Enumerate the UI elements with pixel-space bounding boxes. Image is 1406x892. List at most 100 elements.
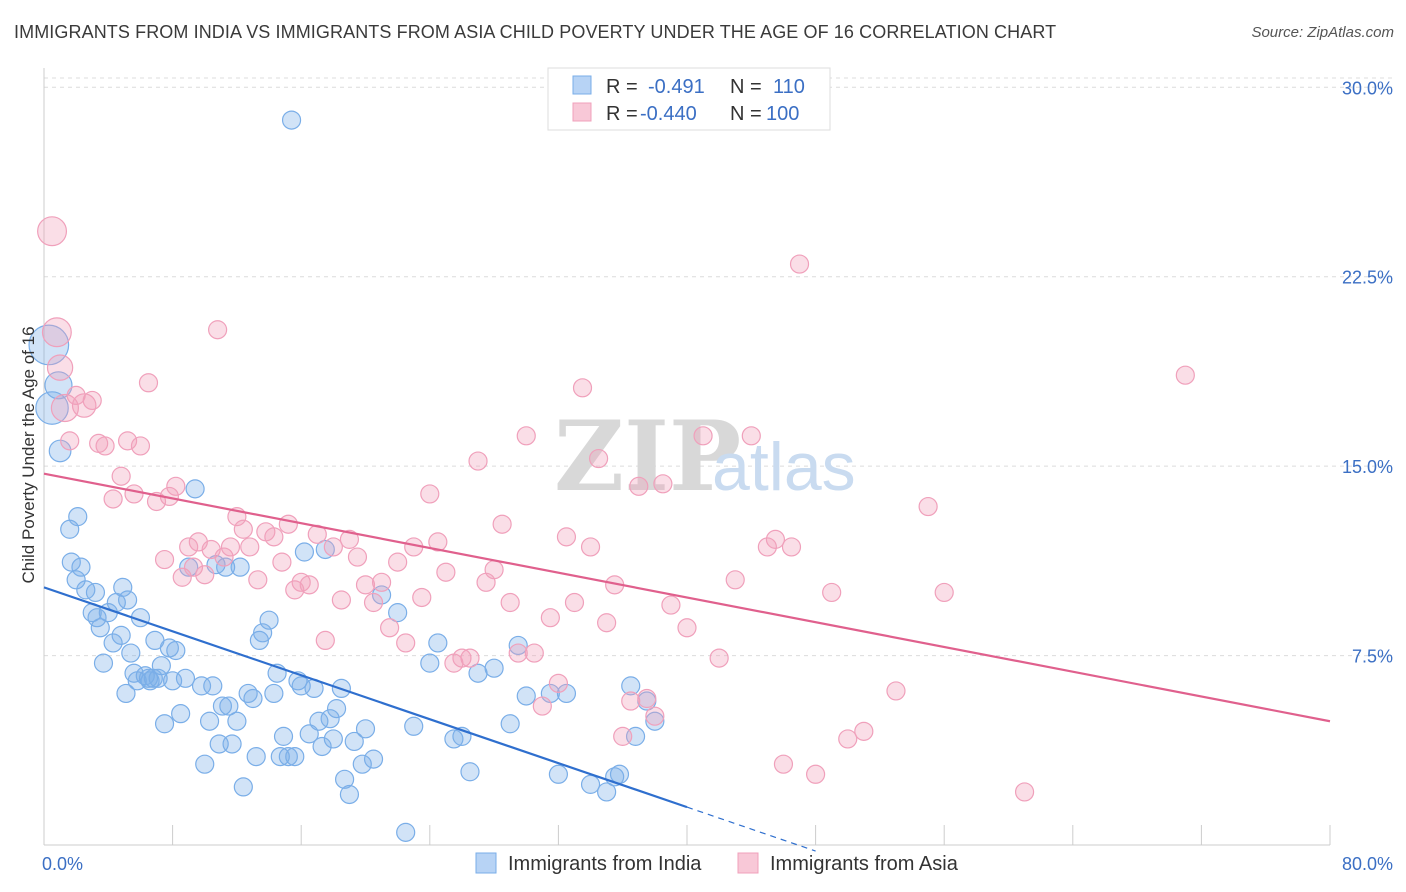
- data-point-india: [548, 764, 569, 784]
- legend-swatch-asia: [572, 102, 592, 122]
- data-point-asia: [468, 451, 488, 471]
- data-point-asia: [428, 532, 448, 552]
- data-point-india: [230, 557, 250, 577]
- data-point-india: [500, 714, 520, 734]
- data-point-asia: [278, 514, 298, 534]
- data-point-asia: [220, 537, 241, 557]
- data-point-asia: [886, 681, 906, 701]
- legend-item-india: Immigrants from India: [508, 853, 702, 875]
- data-point-asia: [621, 691, 641, 711]
- data-point-india: [117, 590, 138, 610]
- data-point-asia: [371, 572, 392, 592]
- data-point-india: [233, 777, 253, 797]
- data-point-asia: [805, 764, 826, 784]
- data-point-asia: [37, 216, 68, 247]
- data-point-india: [339, 784, 360, 805]
- data-point-india: [243, 688, 263, 709]
- data-point-india: [621, 676, 641, 696]
- data-point-india: [71, 557, 91, 577]
- data-point-asia: [629, 476, 649, 496]
- data-point-india: [68, 507, 88, 527]
- data-point-india: [363, 749, 384, 769]
- trend-line-india: [43, 586, 688, 809]
- data-point-india: [166, 640, 186, 661]
- data-point-asia: [179, 537, 199, 557]
- data-point-india: [609, 764, 630, 784]
- data-point-india: [355, 719, 376, 739]
- y-tick-labels: 7.5% 15.0% 22.5% 30.0%: [1342, 78, 1393, 666]
- data-point-asia: [781, 537, 802, 557]
- data-point-india: [396, 822, 416, 842]
- data-point-asia: [323, 537, 343, 557]
- watermark-zip: ZIP: [554, 400, 741, 513]
- data-point-india: [151, 656, 171, 676]
- data-point-india: [175, 668, 196, 688]
- data-point-india: [113, 577, 133, 597]
- trend-lines: [43, 472, 1331, 852]
- data-point-asia: [741, 426, 761, 446]
- data-point-asia: [183, 557, 204, 577]
- data-point-asia: [452, 648, 472, 668]
- data-point-asia: [154, 549, 175, 570]
- data-point-asia: [233, 519, 253, 539]
- data-point-asia: [492, 514, 512, 534]
- data-point-asia: [248, 570, 268, 590]
- data-point-india: [93, 653, 114, 673]
- data-point-india: [294, 542, 315, 562]
- data-point-india: [420, 653, 440, 673]
- data-point-india: [253, 623, 273, 643]
- data-point-asia: [82, 390, 102, 411]
- data-point-india: [48, 439, 72, 463]
- data-point-india: [516, 686, 536, 706]
- data-point-india: [148, 668, 168, 688]
- legend-item-asia-swatch: [737, 852, 759, 874]
- data-point-india: [90, 618, 110, 638]
- stats-n-label-asia: N =: [730, 103, 762, 125]
- data-point-asia: [637, 688, 657, 709]
- data-point-asia: [1175, 365, 1195, 385]
- y-tick-label: 15.0%: [1342, 457, 1393, 477]
- data-point-asia: [693, 426, 713, 446]
- data-point-asia: [285, 580, 305, 600]
- data-point-india: [278, 746, 298, 767]
- series-legend: Immigrants from India Immigrants from As…: [475, 852, 959, 875]
- data-point-asia: [436, 562, 456, 582]
- data-point-asia: [117, 431, 138, 451]
- data-point-india: [285, 746, 305, 767]
- data-point-asia: [572, 378, 593, 398]
- data-point-india: [597, 782, 617, 802]
- stats-r-value-asia: -0.440: [640, 103, 697, 125]
- data-point-india: [312, 736, 332, 757]
- axes: [43, 68, 1331, 846]
- data-point-asia: [484, 560, 504, 580]
- data-point-asia: [838, 729, 858, 749]
- data-point-asia: [331, 590, 351, 610]
- data-point-india: [273, 726, 294, 746]
- data-point-asia: [532, 696, 552, 716]
- watermark-atlas: atlas: [712, 429, 856, 505]
- data-point-india: [66, 570, 86, 590]
- data-point-asia: [124, 484, 144, 504]
- y-tick-label: 30.0%: [1342, 78, 1393, 98]
- stats-legend: R = -0.491 N = 110 R = -0.440 N = 100: [547, 67, 831, 131]
- data-point-india: [246, 746, 266, 767]
- data-point-india: [388, 603, 408, 623]
- data-point-asia: [789, 254, 810, 274]
- data-point-asia: [613, 726, 633, 746]
- data-point-asia: [363, 592, 384, 613]
- data-point-asia: [214, 547, 234, 567]
- data-point-asia: [130, 436, 151, 456]
- data-point-india: [219, 696, 239, 716]
- watermark: ZIP atlas: [554, 400, 856, 513]
- data-point-asia: [597, 613, 617, 633]
- data-point-asia: [60, 431, 80, 451]
- data-point-india: [352, 754, 372, 774]
- stats-r-value-india: -0.491: [648, 76, 705, 98]
- data-point-asia: [725, 570, 745, 590]
- data-point-asia: [588, 448, 609, 469]
- data-point-india: [191, 676, 212, 696]
- stats-n-label-india: N =: [730, 76, 762, 98]
- y-tick-label: 7.5%: [1352, 647, 1393, 667]
- data-point-asia: [757, 537, 777, 557]
